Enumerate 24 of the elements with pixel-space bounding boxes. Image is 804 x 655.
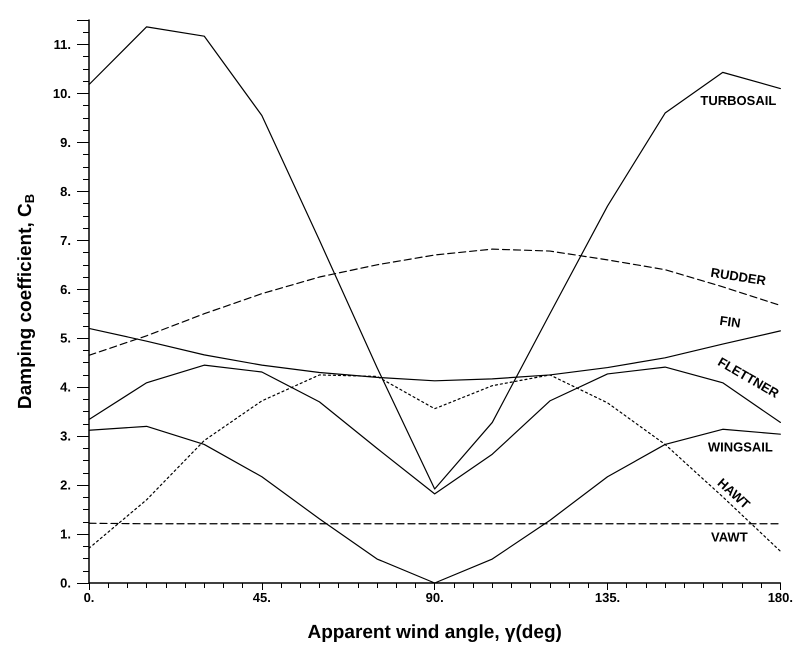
y-tick-label: 6. <box>60 282 71 297</box>
x-tick-label: 45. <box>252 590 271 605</box>
text: FIN <box>718 312 742 331</box>
y-tick-label: 4. <box>60 380 71 395</box>
x-tick-label: 135. <box>594 590 620 605</box>
y-axis-title: Damping coefficient, CB <box>15 194 37 410</box>
x-tick-label: 90. <box>426 590 444 605</box>
y-tick-label: 1. <box>60 526 71 542</box>
text: RUDDER <box>710 264 768 288</box>
series-label: WINGSAIL <box>708 440 773 455</box>
y-tick-label: 2. <box>60 478 71 493</box>
y-tick-label: 9. <box>60 134 71 150</box>
x-axis-title: Apparent wind angle, γ(deg) <box>307 622 562 643</box>
x-tick-label: 180. <box>768 590 794 605</box>
y-tick-label: 11. <box>54 36 71 52</box>
series-label: VAWT <box>711 529 748 544</box>
y-tick-label: 10. <box>52 86 71 101</box>
y-tick-label: 5. <box>60 330 71 346</box>
y-tick-label: 7. <box>60 232 71 248</box>
y-tick-label: 0. <box>60 576 71 590</box>
y-tick-label: 8. <box>60 184 71 199</box>
x-tick-label: 0. <box>84 590 94 605</box>
y-tick-label: 3. <box>60 428 71 444</box>
series-label: TURBOSAIL <box>700 93 776 108</box>
